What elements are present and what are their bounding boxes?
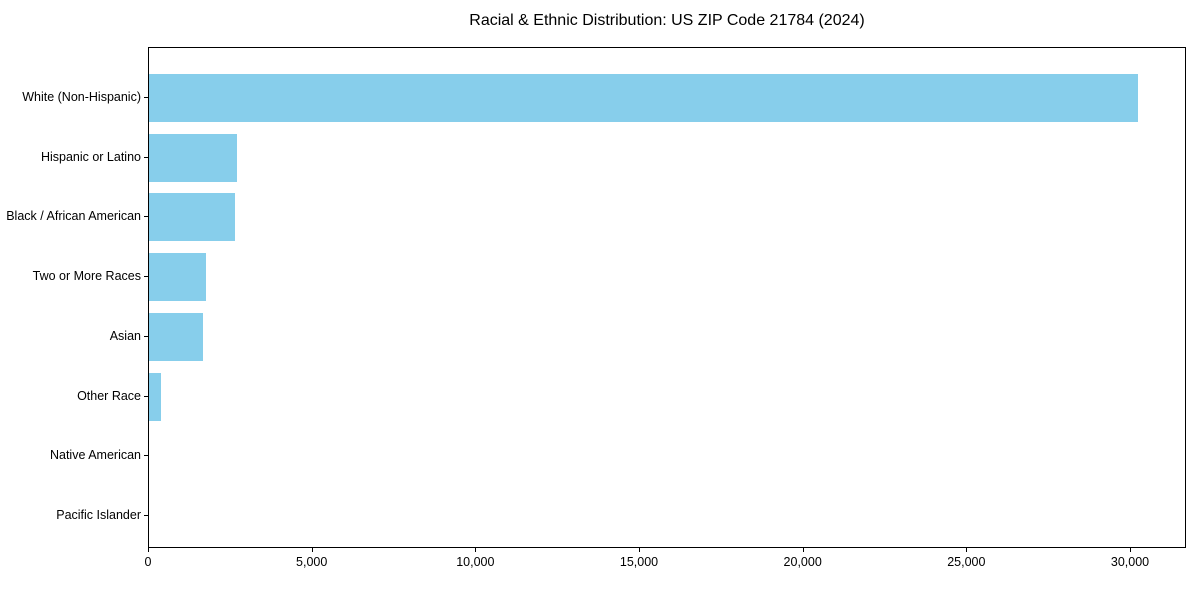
y-tick-label: Two or More Races [32, 269, 141, 284]
y-tick-label: Pacific Islander [56, 507, 141, 522]
y-tick-label: Native American [49, 448, 141, 463]
x-tick-label: 10,000 [456, 555, 495, 569]
y-tick-label: Black / African American [6, 209, 141, 224]
bar [149, 133, 237, 182]
x-tick-mark [802, 548, 804, 552]
x-tick-label: 15,000 [619, 555, 659, 569]
y-tick-mark [144, 156, 148, 158]
x-tick-label: 30,000 [1110, 555, 1150, 569]
y-tick-mark [144, 395, 148, 397]
y-tick-mark [144, 455, 148, 457]
x-tick-label: 5,000 [296, 555, 328, 569]
bar [149, 372, 161, 421]
plot-area [148, 47, 1186, 548]
y-tick-mark [144, 335, 148, 337]
y-tick-label: White (Non-Hispanic) [22, 90, 141, 104]
bar [149, 312, 203, 361]
x-tick-mark [311, 548, 313, 552]
y-tick-mark [144, 97, 148, 98]
x-tick-mark [475, 548, 477, 552]
x-tick-mark [966, 548, 968, 552]
y-tick-mark [144, 276, 148, 278]
y-tick-mark [144, 514, 148, 516]
x-tick-mark [148, 548, 149, 552]
x-tick-mark [639, 548, 640, 552]
y-tick-mark [144, 216, 148, 218]
y-tick-label: Hispanic or Latino [40, 149, 141, 164]
y-tick-label: Asian [109, 328, 141, 343]
x-tick-label: 0 [144, 555, 152, 569]
chart-title: Racial & Ethnic Distribution: US ZIP Cod… [469, 12, 865, 29]
bar [149, 193, 235, 242]
y-tick-label: Other Race [77, 388, 141, 403]
bar [149, 253, 206, 302]
x-tick-label: 20,000 [783, 555, 822, 569]
x-tick-mark [1130, 548, 1132, 552]
x-tick-label: 25,000 [947, 555, 986, 569]
bar [149, 74, 1138, 122]
